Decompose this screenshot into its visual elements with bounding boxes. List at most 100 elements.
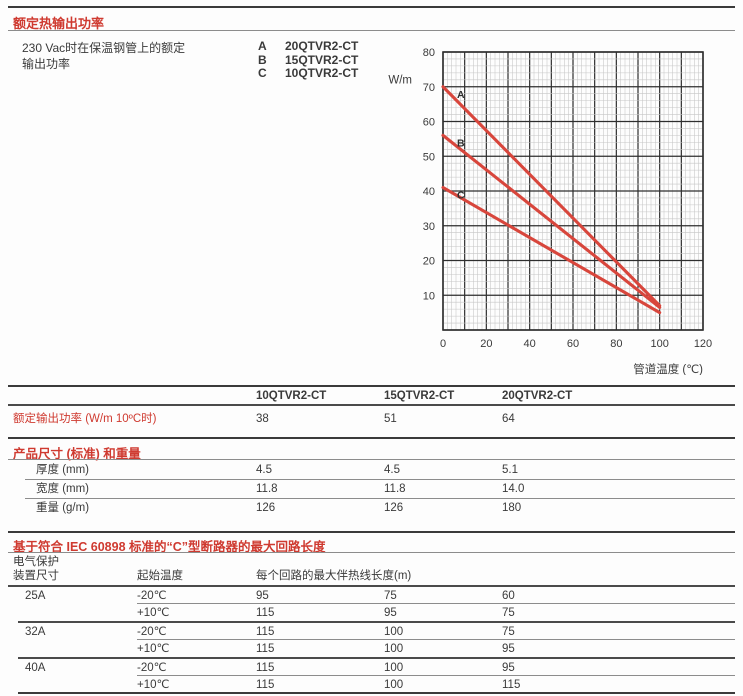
svg-text:100: 100 <box>650 338 668 350</box>
column-header: 起始温度 <box>137 570 183 582</box>
table3-top-rule <box>8 531 735 533</box>
row-label: 额定输出功率 (W/m 10ºC时) <box>13 413 157 425</box>
cell-value: 100 <box>384 679 404 691</box>
cell-value: 95 <box>384 607 397 619</box>
cell-value: 115 <box>256 643 275 655</box>
svg-text:60: 60 <box>423 117 435 129</box>
svg-text:40: 40 <box>423 186 435 198</box>
svg-text:50: 50 <box>423 151 435 163</box>
row-separator <box>137 639 735 641</box>
svg-text:20: 20 <box>423 256 435 268</box>
cell-value: 100 <box>384 643 404 655</box>
cell-value: 75 <box>384 590 397 602</box>
row-separator <box>137 603 735 605</box>
bottom-rule <box>18 692 735 694</box>
table-row: 32A -20℃ 115 100 75 <box>0 625 743 640</box>
cell-value: 115 <box>256 607 275 619</box>
column-header: 装置尺寸 <box>13 570 59 582</box>
cell-value: 95 <box>502 643 515 655</box>
cell-value: 180 <box>502 502 522 514</box>
cell-value: 64 <box>502 413 515 425</box>
cell-value: 126 <box>256 502 276 514</box>
legend-item-b: B 15QTVR2-CT <box>258 52 359 68</box>
svg-text:10: 10 <box>423 290 435 302</box>
start-temp: -20℃ <box>137 590 167 602</box>
legend-key: B <box>258 52 267 67</box>
group-separator <box>18 657 735 659</box>
row-label: 厚度 (mm) <box>36 464 90 476</box>
top-rule <box>8 6 735 8</box>
rated-output-row: 额定输出功率 (W/m 10ºC时) 38 51 64 <box>0 412 743 427</box>
intro-line-2: 输出功率 <box>22 57 71 71</box>
cell-value: 100 <box>384 626 404 638</box>
table3-header-row-1: 电气保护 <box>0 555 743 570</box>
table3-header-rule <box>8 585 735 587</box>
cell-value: 100 <box>384 662 404 674</box>
svg-text:20: 20 <box>480 338 492 350</box>
start-temp: -20℃ <box>137 626 167 638</box>
breaker-size: 25A <box>25 590 46 602</box>
cell-value: 5.1 <box>502 464 518 476</box>
svg-text:40: 40 <box>524 338 536 350</box>
output-chart: 0 20 40 60 80 100 120 10 20 30 40 50 60 70 80 W/m 管道温度 (… <box>388 47 712 375</box>
table-row: 40A -20℃ 115 100 95 <box>0 661 743 676</box>
table-row: +10℃ 115 100 95 <box>0 642 743 657</box>
curve-legend: A 20QTVR2-CT B 15QTVR2-CT C 10QTVR2-CT <box>258 39 359 81</box>
row-separator <box>25 479 735 481</box>
table1-header-row: 10QTVR2-CT 15QTVR2-CT 20QTVR2-CT <box>0 389 743 404</box>
svg-text:120: 120 <box>694 338 712 350</box>
svg-text:管道温度 (℃): 管道温度 (℃) <box>633 362 703 375</box>
circuit-title-rule <box>8 552 735 554</box>
table1-top-rule <box>8 385 735 387</box>
cell-value: 75 <box>502 626 515 638</box>
legend-label: 15QTVR2-CT <box>285 52 359 67</box>
cell-value: 4.5 <box>384 464 400 476</box>
svg-text:80: 80 <box>610 338 622 350</box>
svg-text:C: C <box>457 190 465 202</box>
svg-text:60: 60 <box>567 338 579 350</box>
title-underline <box>8 30 735 32</box>
cell-value: 126 <box>384 502 404 514</box>
group-separator <box>18 621 735 623</box>
breaker-size: 32A <box>25 626 46 638</box>
svg-text:70: 70 <box>423 82 435 94</box>
row-label: 宽度 (mm) <box>36 483 90 495</box>
svg-text:80: 80 <box>423 47 435 59</box>
legend-item-c: C 10QTVR2-CT <box>258 66 359 81</box>
table3-header-row-2: 装置尺寸 起始温度 每个回路的最大伴热线长度(m) <box>0 569 743 584</box>
column-header: 每个回路的最大伴热线长度(m) <box>256 570 412 582</box>
cell-value: 38 <box>256 413 269 425</box>
table-row: 25A -20℃ 95 75 60 <box>0 589 743 604</box>
svg-text:B: B <box>457 137 465 149</box>
intro-text: 230 Vac时在保温钢管上的额定 输出功率 <box>22 40 185 72</box>
row-separator <box>25 498 735 500</box>
cell-value: 51 <box>384 413 397 425</box>
column-header: 20QTVR2-CT <box>502 390 573 402</box>
cell-value: 95 <box>256 590 269 602</box>
cell-value: 115 <box>256 662 275 674</box>
column-header: 15QTVR2-CT <box>384 390 455 402</box>
legend-label: 10QTVR2-CT <box>285 66 359 80</box>
row-label: 重量 (g/m) <box>36 502 90 514</box>
svg-text:A: A <box>457 89 465 101</box>
start-temp: +10℃ <box>137 679 170 691</box>
column-header: 10QTVR2-CT <box>256 390 327 402</box>
cell-value: 11.8 <box>256 483 278 495</box>
cell-value: 115 <box>256 626 275 638</box>
svg-text:W/m: W/m <box>388 74 412 86</box>
page-title: 额定热输出功率 <box>13 16 105 31</box>
table-row: +10℃ 115 100 115 <box>0 678 743 693</box>
table1-header-rule <box>8 404 735 406</box>
legend-key: C <box>258 66 267 80</box>
legend-key: A <box>258 39 267 53</box>
column-header: 电气保护 <box>13 556 59 568</box>
legend-item-a: A 20QTVR2-CT <box>258 39 358 54</box>
start-temp: +10℃ <box>137 607 170 619</box>
intro-line-1: 230 Vac时在保温钢管上的额定 <box>22 41 186 55</box>
cell-value: 14.0 <box>502 483 525 495</box>
cell-value: 115 <box>502 679 521 691</box>
circuit-section-title: 基于符合 IEC 60898 标准的“C”型断路器的最大回路长度 <box>13 540 326 554</box>
table-row: +10℃ 115 95 75 <box>0 606 743 621</box>
svg-text:30: 30 <box>423 221 435 233</box>
